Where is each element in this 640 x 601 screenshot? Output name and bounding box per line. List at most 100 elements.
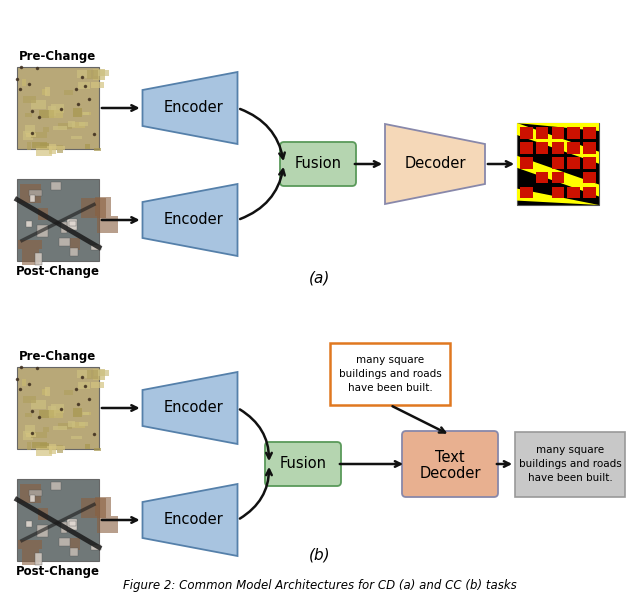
- Bar: [38, 110, 54, 118]
- Bar: [40, 442, 49, 449]
- Bar: [567, 142, 580, 154]
- Bar: [47, 406, 56, 416]
- FancyBboxPatch shape: [265, 442, 341, 486]
- Bar: [43, 427, 49, 432]
- Bar: [520, 142, 532, 154]
- Bar: [73, 408, 82, 418]
- Bar: [22, 549, 38, 566]
- Bar: [67, 219, 77, 230]
- Bar: [70, 238, 80, 250]
- Bar: [67, 519, 77, 530]
- Bar: [69, 222, 76, 226]
- Bar: [95, 497, 111, 516]
- Bar: [51, 482, 61, 490]
- Bar: [536, 172, 548, 183]
- Bar: [22, 396, 36, 403]
- Text: Fusion: Fusion: [280, 457, 326, 472]
- Bar: [23, 431, 33, 440]
- Bar: [85, 144, 90, 149]
- Bar: [42, 389, 47, 395]
- Polygon shape: [517, 156, 599, 197]
- Text: Decoder: Decoder: [404, 156, 466, 171]
- Text: Fusion: Fusion: [294, 156, 342, 171]
- Bar: [73, 108, 82, 117]
- Bar: [38, 507, 48, 520]
- Bar: [520, 187, 532, 198]
- Polygon shape: [517, 123, 599, 163]
- Bar: [536, 127, 548, 139]
- Bar: [97, 216, 118, 234]
- Bar: [24, 425, 35, 434]
- Bar: [51, 104, 65, 113]
- Bar: [20, 484, 41, 503]
- Bar: [38, 207, 48, 220]
- Bar: [53, 126, 67, 130]
- Bar: [47, 106, 56, 116]
- Text: Encoder: Encoder: [164, 213, 223, 228]
- Bar: [22, 249, 38, 266]
- FancyBboxPatch shape: [515, 432, 625, 496]
- Bar: [53, 426, 67, 430]
- Bar: [58, 123, 72, 129]
- Bar: [94, 70, 109, 76]
- Bar: [29, 195, 35, 202]
- Text: Encoder: Encoder: [164, 400, 223, 415]
- Polygon shape: [143, 184, 237, 256]
- Bar: [72, 122, 84, 128]
- Bar: [69, 522, 76, 526]
- Bar: [51, 404, 65, 413]
- Bar: [49, 444, 56, 454]
- Bar: [60, 538, 70, 546]
- Bar: [33, 442, 47, 448]
- Bar: [36, 146, 52, 156]
- Bar: [38, 410, 54, 418]
- Bar: [567, 157, 580, 168]
- Bar: [552, 187, 564, 198]
- Bar: [22, 379, 26, 386]
- Bar: [95, 197, 111, 216]
- Bar: [49, 144, 56, 153]
- Text: Encoder: Encoder: [164, 100, 223, 115]
- Bar: [57, 145, 63, 153]
- Bar: [61, 522, 67, 533]
- Bar: [26, 221, 32, 227]
- Bar: [520, 127, 532, 139]
- FancyBboxPatch shape: [330, 343, 450, 405]
- Bar: [552, 172, 564, 183]
- Bar: [94, 448, 101, 451]
- Bar: [43, 127, 49, 132]
- Bar: [22, 79, 26, 87]
- Bar: [97, 516, 118, 534]
- Text: Pre-Change: Pre-Change: [19, 50, 97, 63]
- Bar: [26, 520, 32, 527]
- Bar: [31, 132, 47, 138]
- Bar: [91, 545, 101, 550]
- Bar: [87, 70, 98, 79]
- Bar: [552, 127, 564, 139]
- Bar: [31, 432, 47, 439]
- Bar: [77, 370, 91, 377]
- Text: Figure 2: Common Model Architectures for CD (a) and CC (b) tasks: Figure 2: Common Model Architectures for…: [123, 579, 517, 591]
- Bar: [70, 538, 80, 550]
- Bar: [18, 240, 42, 249]
- Bar: [71, 136, 82, 139]
- Bar: [583, 187, 596, 198]
- Bar: [23, 131, 33, 140]
- Bar: [93, 69, 104, 80]
- Bar: [536, 142, 548, 154]
- Bar: [40, 142, 49, 149]
- Bar: [22, 96, 36, 103]
- Bar: [71, 436, 82, 439]
- Bar: [83, 112, 92, 115]
- Bar: [17, 367, 99, 449]
- Bar: [33, 142, 47, 148]
- Polygon shape: [385, 124, 485, 204]
- Bar: [36, 446, 52, 456]
- Bar: [49, 410, 63, 418]
- FancyBboxPatch shape: [280, 142, 356, 186]
- Bar: [83, 112, 89, 115]
- Bar: [93, 369, 104, 380]
- Bar: [83, 412, 89, 415]
- Bar: [583, 142, 596, 154]
- Bar: [77, 70, 91, 78]
